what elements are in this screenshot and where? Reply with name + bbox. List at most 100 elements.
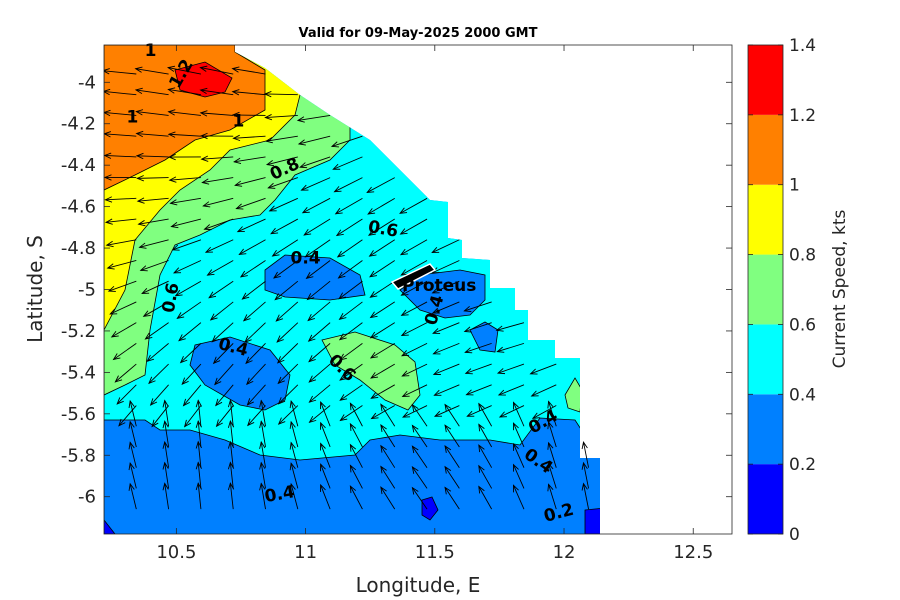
station-label: Proteus bbox=[402, 276, 476, 296]
current-arrow bbox=[478, 464, 493, 489]
current-arrow bbox=[463, 322, 492, 333]
current-arrow bbox=[277, 384, 299, 405]
current-arrow bbox=[276, 322, 299, 343]
current-arrow bbox=[330, 135, 363, 148]
current-arrow bbox=[277, 363, 299, 385]
current-arrow bbox=[181, 363, 202, 386]
current-arrow bbox=[128, 482, 137, 510]
current-arrow bbox=[380, 486, 396, 510]
current-arrow bbox=[366, 177, 395, 193]
colorbar-swatch bbox=[748, 464, 783, 534]
band-0-0.2-a bbox=[584, 507, 600, 534]
current-arrow bbox=[162, 420, 170, 448]
current-arrow bbox=[400, 322, 428, 337]
current-arrow bbox=[339, 363, 363, 381]
current-arrow bbox=[104, 219, 105, 220]
colorbar-swatch bbox=[748, 184, 783, 255]
current-arrow bbox=[116, 384, 137, 405]
current-arrow bbox=[335, 218, 363, 237]
current-arrow bbox=[136, 197, 169, 204]
current-arrow bbox=[176, 301, 202, 320]
current-arrow bbox=[432, 342, 460, 355]
current-arrow bbox=[513, 442, 525, 468]
current-arrow bbox=[277, 405, 299, 425]
colorbar-tick-label: 1.2 bbox=[789, 106, 816, 126]
band-0-0.2-c bbox=[104, 518, 116, 534]
x-tick-label: 11.5 bbox=[415, 542, 455, 563]
current-arrow bbox=[433, 384, 460, 396]
current-arrow bbox=[444, 486, 460, 510]
current-arrow bbox=[199, 65, 234, 75]
current-arrow bbox=[182, 384, 202, 407]
current-arrow bbox=[369, 342, 395, 359]
current-arrow bbox=[303, 218, 331, 236]
current-arrow bbox=[411, 445, 428, 468]
island-0.6-0.8-e bbox=[321, 331, 421, 411]
current-arrow bbox=[199, 87, 234, 96]
y-tick-label: -5.4 bbox=[61, 362, 96, 383]
current-arrow bbox=[148, 363, 169, 385]
current-arrow bbox=[332, 156, 363, 170]
current-arrow bbox=[200, 155, 234, 162]
current-arrow bbox=[167, 131, 201, 138]
current-arrow bbox=[308, 384, 331, 403]
current-arrow bbox=[146, 343, 169, 363]
current-arrow bbox=[336, 239, 363, 258]
current-arrow bbox=[128, 399, 137, 427]
current-arrow bbox=[149, 384, 169, 406]
colorbar-swatch bbox=[748, 394, 783, 465]
current-arrow bbox=[242, 301, 266, 322]
current-arrow bbox=[166, 65, 201, 75]
current-arrow bbox=[263, 90, 298, 98]
current-arrow bbox=[234, 177, 266, 187]
current-arrow bbox=[276, 343, 299, 364]
current-arrow bbox=[195, 440, 202, 468]
current-arrow bbox=[433, 405, 460, 417]
current-arrow bbox=[268, 197, 299, 212]
current-arrow bbox=[104, 109, 137, 117]
current-arrow bbox=[244, 322, 266, 343]
current-arrow bbox=[411, 403, 428, 427]
current-arrow bbox=[275, 301, 299, 322]
y-tick-label: -4.6 bbox=[61, 197, 96, 218]
current-arrow bbox=[104, 301, 105, 303]
current-arrow bbox=[167, 87, 201, 96]
current-arrow bbox=[369, 260, 395, 278]
current-arrow bbox=[128, 462, 137, 489]
current-arrow bbox=[581, 482, 590, 510]
current-arrow bbox=[513, 401, 525, 427]
current-arrow bbox=[128, 420, 137, 448]
current-arrow bbox=[238, 239, 266, 256]
current-arrow bbox=[380, 424, 396, 448]
current-arrow bbox=[104, 260, 105, 261]
current-arrow bbox=[170, 218, 202, 229]
band-0-0.2-b bbox=[421, 496, 439, 521]
current-arrow bbox=[432, 322, 460, 334]
colorbar-tick-label: 1.4 bbox=[789, 36, 816, 56]
current-arrow bbox=[547, 441, 557, 468]
current-arrow bbox=[227, 461, 235, 489]
current-arrow bbox=[444, 403, 460, 427]
current-arrow bbox=[399, 239, 428, 256]
current-arrow bbox=[349, 464, 363, 489]
current-arrow bbox=[444, 445, 460, 468]
current-arrow bbox=[296, 115, 331, 123]
current-arrow bbox=[370, 384, 395, 399]
current-arrow bbox=[104, 384, 105, 386]
current-arrow bbox=[212, 343, 234, 365]
colorbar-tick-label: 0 bbox=[789, 525, 800, 545]
current-arrow bbox=[369, 301, 395, 319]
current-arrow bbox=[547, 483, 557, 510]
current-arrow bbox=[496, 342, 525, 353]
current-arrow bbox=[271, 239, 299, 257]
current-arrow bbox=[431, 260, 460, 274]
current-arrow bbox=[168, 176, 201, 183]
current-arrow bbox=[369, 280, 395, 298]
current-arrow bbox=[178, 322, 202, 342]
current-arrow bbox=[195, 399, 202, 427]
colorbar-frame bbox=[747, 44, 784, 535]
current-arrow bbox=[169, 197, 201, 206]
x-axis-label: Longitude, E bbox=[356, 573, 481, 597]
current-arrow bbox=[498, 405, 525, 418]
y-tick-label: -4.4 bbox=[61, 155, 96, 176]
